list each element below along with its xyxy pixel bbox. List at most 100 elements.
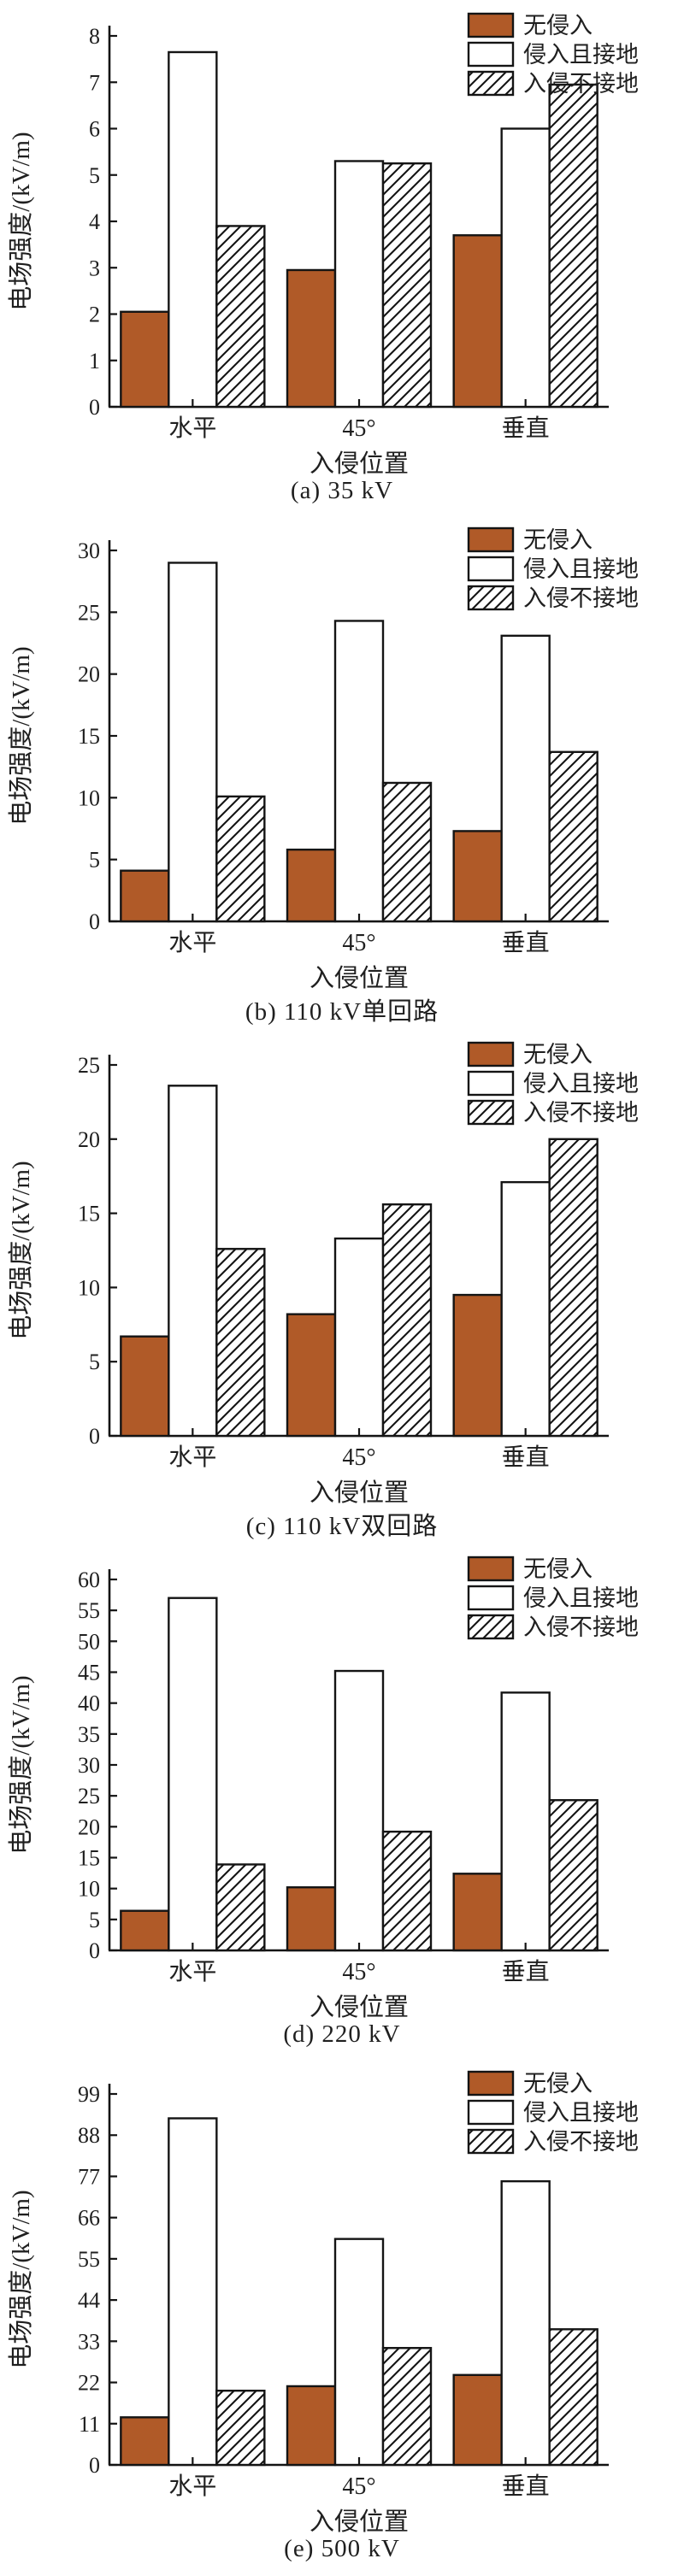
y-tick-label: 50	[78, 1629, 100, 1654]
category-label-horizontal: 水平	[168, 415, 216, 442]
legend-swatch-intrusion-ungrounded	[467, 70, 515, 97]
y-tick-label: 45	[78, 1661, 100, 1685]
y-tick-label: 10	[78, 1877, 100, 1902]
bar-intrusion-ungrounded-vertical	[548, 1138, 598, 1438]
y-tick-label: 60	[78, 1567, 100, 1592]
legend-swatch-no-intrusion	[467, 1041, 515, 1067]
bar-no-intrusion-45deg	[286, 268, 337, 409]
y-tick-label: 0	[89, 909, 100, 934]
legend-swatch-intrusion-grounded	[467, 2099, 515, 2126]
axis-title-x: 入侵位置	[310, 450, 409, 478]
chart-e-500kv: 0 11 22 33 44 55 66 77 88 99 水平 45° 垂直 入侵位置 电场强度/(kV/m…	[0, 2058, 684, 2573]
axis-title-y: 电场强度/(kV/m)	[7, 132, 35, 310]
y-tick-label: 99	[78, 2082, 100, 2107]
bar-intrusion-grounded-vertical	[500, 127, 551, 409]
legend-label-intrusion-grounded: 侵入且接地	[523, 1071, 639, 1097]
y-tick-label: 1	[89, 349, 100, 373]
axis-title-x: 入侵位置	[310, 2508, 409, 2536]
y-tick-label: 88	[78, 2123, 100, 2148]
y-tick-label: 5	[89, 1908, 100, 1932]
bar-intrusion-grounded-45deg	[333, 1237, 385, 1438]
y-tick-label: 15	[78, 724, 100, 749]
y-tick-label: 5	[89, 1350, 100, 1374]
y-tick-label: 40	[78, 1691, 100, 1716]
category-label-vertical: 垂直	[502, 1444, 550, 1471]
legend-label-no-intrusion: 无侵入	[523, 13, 593, 38]
chart-d-220kv: 0 5 10 15 20 25 30 35 40 45 50 55 60 水平 45° 垂直 入侵位置 电场强度/…	[0, 1544, 684, 2058]
y-tick-label: 15	[78, 1846, 100, 1871]
y-tick-label: 20	[78, 1127, 100, 1152]
chart-d-caption: (d) 220 kV	[283, 2020, 401, 2048]
chart-c-110kv-double: 0 5 10 15 20 25 水平 45° 垂直 入侵位置 电场强度/(kV/m) 无侵入 侵入且接地…	[0, 1029, 684, 1544]
legend-swatch-intrusion-grounded	[467, 1070, 515, 1097]
chart-a-35kv: 0 1 2 3 4 5 6 7 8 水平 45° 垂直 入侵位置 电场强度/(kV/m) 无侵入 侵入且接地入…	[0, 0, 684, 515]
bar-no-intrusion-vertical	[452, 830, 503, 923]
legend-label-intrusion-grounded: 侵入且接地	[523, 556, 639, 582]
legend-label-intrusion-ungrounded: 入侵不接地	[523, 2129, 639, 2155]
bar-no-intrusion-vertical	[452, 1293, 503, 1438]
y-tick-label: 0	[89, 1938, 100, 1963]
y-tick-label: 7	[89, 70, 100, 95]
chart-b-caption: (b) 110 kV单回路	[245, 998, 439, 1026]
y-tick-label: 15	[78, 1202, 100, 1226]
bar-no-intrusion-horizontal	[120, 1335, 170, 1438]
bar-intrusion-grounded-45deg	[333, 160, 385, 409]
category-label-45deg: 45°	[342, 1444, 375, 1471]
bar-intrusion-ungrounded-horizontal	[215, 1863, 266, 1952]
bar-intrusion-ungrounded-horizontal	[215, 225, 266, 409]
y-tick-label: 44	[78, 2288, 100, 2313]
y-tick-label: 25	[78, 1784, 100, 1808]
y-tick-label: 25	[78, 1053, 100, 1078]
category-label-45deg: 45°	[342, 2473, 375, 2500]
bar-intrusion-grounded-horizontal	[168, 50, 218, 409]
legend-swatch-intrusion-ungrounded	[467, 1099, 515, 1126]
category-label-horizontal: 水平	[168, 929, 216, 956]
chart-c-caption: (c) 110 kV双回路	[245, 1513, 439, 1540]
legend-label-intrusion-grounded: 侵入且接地	[523, 42, 639, 68]
bar-intrusion-grounded-horizontal	[168, 562, 218, 923]
y-tick-label: 55	[78, 2247, 100, 2272]
bar-intrusion-grounded-horizontal	[168, 1597, 218, 1952]
bar-intrusion-grounded-45deg	[333, 1669, 385, 1952]
y-tick-label: 4	[89, 209, 100, 234]
bar-intrusion-grounded-horizontal	[168, 2117, 218, 2467]
axis-title-y: 电场强度/(kV/m)	[7, 1161, 35, 1339]
y-tick-label: 10	[78, 785, 100, 810]
bar-no-intrusion-horizontal	[120, 2416, 170, 2467]
axis-title-x: 入侵位置	[310, 1993, 409, 2021]
y-tick-label: 66	[78, 2206, 100, 2231]
y-tick-label: 30	[78, 1753, 100, 1778]
bar-intrusion-ungrounded-horizontal	[215, 1248, 266, 1438]
bar-no-intrusion-45deg	[286, 1313, 337, 1438]
y-tick-label: 11	[79, 2412, 100, 2437]
bar-no-intrusion-horizontal	[120, 310, 170, 409]
bar-intrusion-grounded-45deg	[333, 2238, 385, 2467]
bar-intrusion-grounded-horizontal	[168, 1085, 218, 1438]
category-label-45deg: 45°	[342, 415, 375, 442]
y-tick-label: 55	[78, 1598, 100, 1623]
legend-label-no-intrusion: 无侵入	[523, 1042, 593, 1067]
legend-label-intrusion-ungrounded: 入侵不接地	[523, 71, 639, 97]
y-tick-label: 0	[89, 2453, 100, 2478]
legend-label-intrusion-grounded: 侵入且接地	[523, 2100, 639, 2126]
y-tick-label: 2	[89, 303, 100, 327]
bar-intrusion-grounded-vertical	[500, 634, 551, 923]
category-label-vertical: 垂直	[502, 1958, 550, 1985]
y-tick-label: 33	[78, 2329, 100, 2354]
legend-swatch-no-intrusion	[467, 2070, 515, 2097]
bar-no-intrusion-vertical	[452, 2373, 503, 2467]
y-tick-label: 10	[78, 1275, 100, 1300]
bar-intrusion-ungrounded-vertical	[548, 2328, 598, 2467]
axis-title-y: 电场强度/(kV/m)	[7, 1675, 35, 1854]
chart-b-110kv-single: 0 5 10 15 20 25 30 水平 45° 垂直 入侵位置 电场强度/(kV/m) 无侵入 侵入且…	[0, 515, 684, 1029]
category-label-vertical: 垂直	[502, 2473, 550, 2500]
y-tick-label: 22	[78, 2371, 100, 2396]
bar-intrusion-ungrounded-horizontal	[215, 795, 266, 923]
legend-label-no-intrusion: 无侵入	[523, 2071, 593, 2097]
category-label-45deg: 45°	[342, 1959, 375, 1985]
legend-swatch-no-intrusion	[467, 1556, 515, 1582]
y-tick-label: 25	[78, 600, 100, 625]
